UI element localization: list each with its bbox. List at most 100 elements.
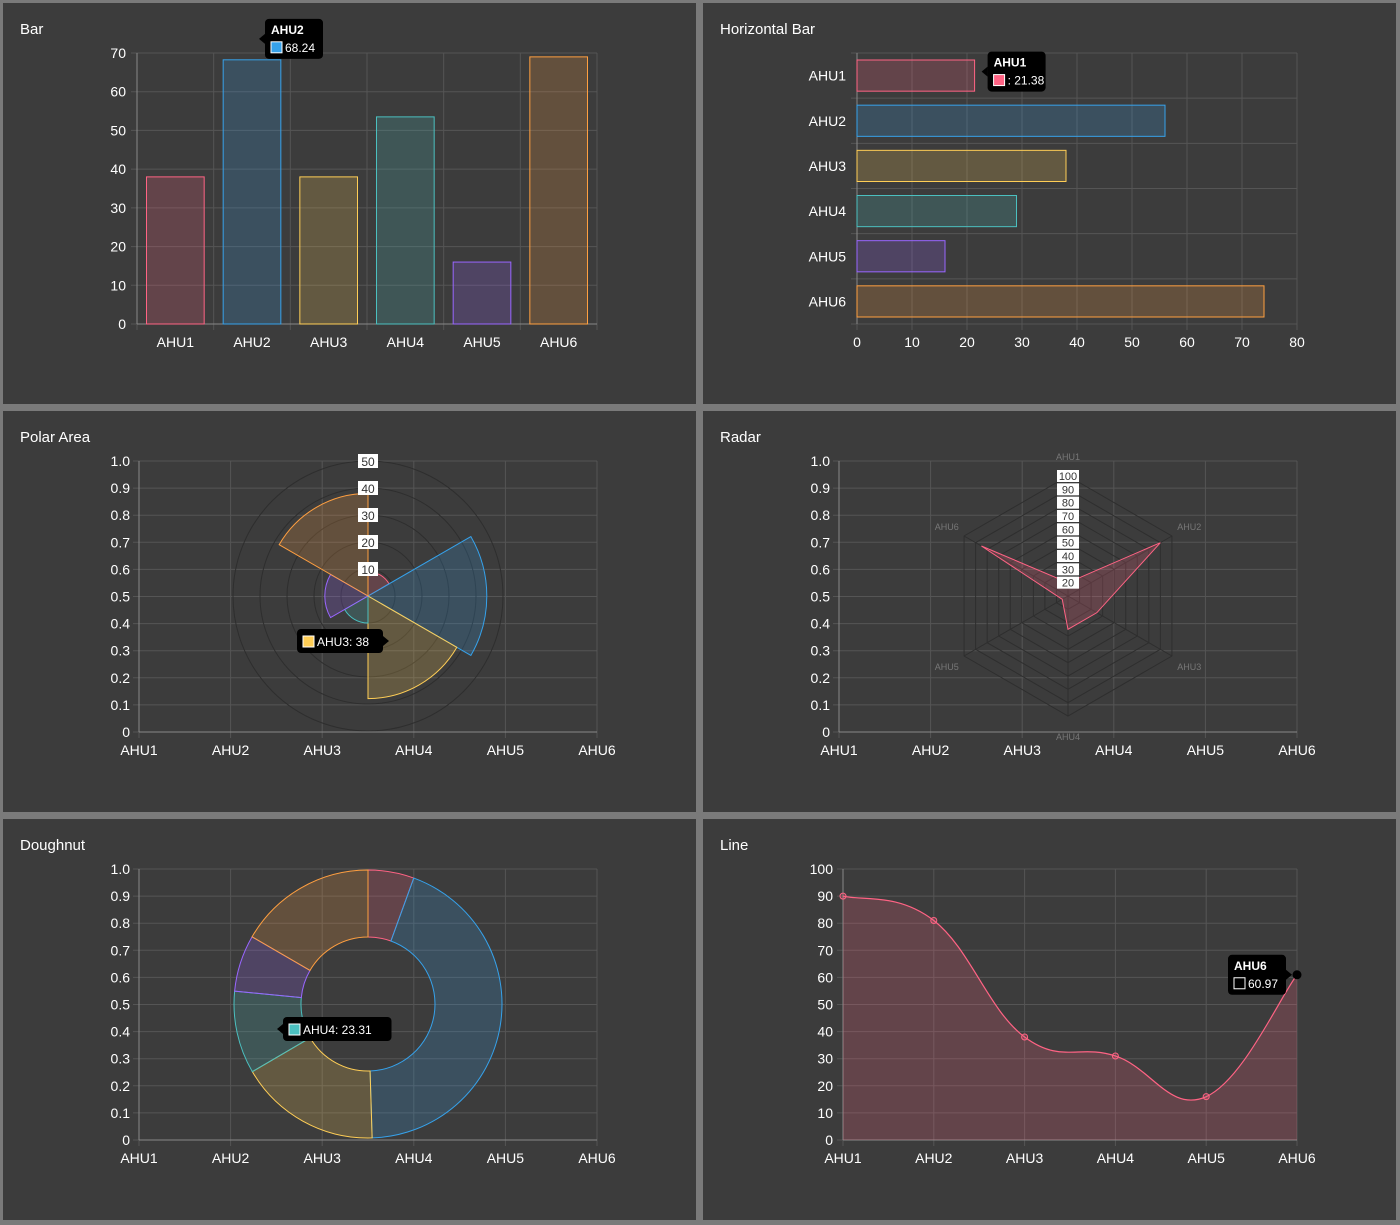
polar-rtick-backdrop [358, 535, 378, 549]
dough-xtick-label: AHU6 [578, 1150, 616, 1166]
line-series-path[interactable] [842, 895, 1298, 1101]
radar-rtick-backdrop [1057, 470, 1079, 482]
bar-ahu2[interactable] [222, 59, 282, 325]
line-point-ahu2[interactable] [930, 916, 938, 924]
hbar-ahu5[interactable] [856, 240, 946, 273]
dough-xtick-label: AHU2 [212, 1150, 250, 1166]
bar-xtick-label: AHU6 [540, 334, 578, 350]
radar-point-label: AHU6 [935, 522, 959, 532]
polar-tooltip-box [297, 629, 383, 653]
bar-ahu6[interactable] [529, 56, 588, 325]
dough-ytick-label: 0.5 [111, 997, 131, 1013]
line-point-ahu5[interactable] [1202, 1093, 1210, 1101]
polar-segment-ahu6[interactable] [278, 492, 369, 597]
bar-ahu5[interactable] [452, 261, 512, 325]
line-xtick-label: AHU2 [915, 1150, 953, 1166]
radar-ytick-label: 0.5 [811, 589, 831, 605]
bar-tooltip-label: 68.24 [285, 41, 315, 55]
polar-rtick-backdrop [358, 454, 378, 468]
polar-rtick-label: 50 [361, 455, 375, 469]
hbar-ytick-label: AHU5 [809, 248, 847, 264]
bar-xtick-label: AHU4 [387, 334, 425, 350]
polar-rtick-backdrop [358, 481, 378, 495]
polar-segment-ahu5[interactable] [324, 573, 369, 619]
line-point-ahu4[interactable] [1111, 1052, 1119, 1060]
horizontal-bar-chart[interactable]: 0 10 20 30 40 50 60 70 80 AHU1 AHU2 AHU3 AHU4 AHU5 AHU… [703, 3, 1396, 404]
polar-segment-ahu2[interactable] [366, 535, 488, 657]
polar-ytick-label: 0.4 [111, 616, 131, 632]
bar-tooltip: AHU2 68.24 [259, 18, 323, 59]
horizontal-bar-chart-panel: Horizontal Bar 0 10 20 30 40 50 60 70 80 AHU1 AHU2… [703, 3, 1396, 404]
radar-spoke [1067, 535, 1173, 597]
bar-xtick-label: AHU5 [463, 334, 501, 350]
polar-xtick-label: AHU5 [487, 742, 525, 758]
polar-area-chart-panel: Polar Area 0 0.1 0.2 0.3 0.4 0.5 0.6 0.7 0.8 0.9 1… [3, 411, 696, 812]
hbar-ahu6[interactable] [856, 285, 1265, 318]
line-xtick-label: AHU6 [1278, 1150, 1316, 1166]
radar-point-label: AHU3 [1177, 662, 1201, 672]
polar-ytick-label: 0.2 [111, 670, 131, 686]
radar-ytick-label: 0.8 [811, 507, 831, 523]
hbar-xtick-label: 60 [1179, 334, 1195, 350]
line-chart[interactable]: 0 10 20 30 40 50 60 70 80 90 100 AHU1 AHU2 AHU3 AHU4 AH… [703, 819, 1396, 1220]
radar-rtick-label: 40 [1062, 551, 1074, 563]
radar-point-label: AHU2 [1177, 522, 1201, 532]
hbar-ytick-label: AHU6 [809, 293, 847, 309]
radar-rtick-label: 100 [1059, 471, 1077, 483]
polar-rtick-label: 40 [361, 482, 375, 496]
radar-ytick-label: 0.2 [811, 670, 831, 686]
dough-ytick-label: 1.0 [111, 861, 131, 877]
hbar-xtick-label: 70 [1234, 334, 1250, 350]
radar-rtick-backdrop [1057, 523, 1079, 536]
doughnut-segment-ahu6[interactable] [251, 869, 369, 972]
bar-chart[interactable]: 0 10 20 30 40 50 60 70 AHU1 AHU2 AHU3 AHU4 AHU5 AHU6 A… [3, 3, 696, 404]
radar-spoke [963, 595, 1069, 657]
hbar-ahu2[interactable] [856, 104, 1166, 137]
line-tooltip-label: 60.97 [1248, 977, 1278, 991]
radar-ytick-label: 0 [822, 724, 830, 740]
hbar-ahu4[interactable] [856, 195, 1017, 228]
line-point-ahu1[interactable] [839, 892, 847, 900]
polar-rtick-backdrop [358, 562, 378, 576]
polar-ytick-label: 0.6 [111, 561, 131, 577]
line-ytick-label: 20 [817, 1078, 833, 1094]
line-point-ahu3[interactable] [1021, 1033, 1029, 1041]
polar-tooltip-caret [383, 636, 389, 646]
polar-xtick-label: AHU4 [395, 742, 433, 758]
polar-rtick-label: 30 [361, 509, 375, 523]
bar-ytick-label: 70 [110, 45, 126, 61]
hbar-tooltip: AHU1: 21.38 [981, 51, 1046, 92]
line-xtick-label: AHU5 [1188, 1150, 1226, 1166]
bar-ytick-label: 50 [110, 122, 126, 138]
radar-rtick-label: 80 [1062, 498, 1074, 510]
radar-chart[interactable]: 0 0.1 0.2 0.3 0.4 0.5 0.6 0.7 0.8 0.9 1.0 AHU1 AHU2 A… [703, 411, 1396, 812]
line-point-ahu6[interactable] [1292, 970, 1302, 980]
doughnut-segment-ahu2[interactable] [369, 877, 503, 1139]
line-ytick-label: 90 [817, 888, 833, 904]
hbar-xtick-label: 10 [904, 334, 920, 350]
polar-ytick-label: 0.1 [111, 697, 131, 713]
polar-ytick-label: 0.3 [111, 643, 131, 659]
polar-ytick-label: 0 [122, 724, 130, 740]
dough-tooltip-caret [277, 1024, 283, 1034]
line-xtick-label: AHU3 [1006, 1150, 1044, 1166]
radar-rtick-label: 20 [1062, 578, 1074, 590]
line-chart-panel: Line 0 10 20 30 40 50 60 70 80 90 100 AHU1 AHU2 AHU3 A… [703, 819, 1396, 1220]
hbar-ahu3[interactable] [856, 149, 1067, 182]
polar-segment-ahu3[interactable] [367, 595, 458, 700]
polar-area-chart[interactable]: 0 0.1 0.2 0.3 0.4 0.5 0.6 0.7 0.8 0.9 1.0 AHU1 AHU2 A… [3, 411, 696, 812]
bar-tooltip-title: AHU2 [271, 23, 304, 37]
bar-ahu4[interactable] [376, 116, 435, 325]
polar-tooltip-label: AHU3: 38 [317, 635, 369, 649]
line-tooltip-title: AHU6 [1234, 959, 1267, 973]
hbar-ytick-label: AHU3 [809, 158, 847, 174]
radar-point-label: AHU5 [935, 662, 959, 672]
hbar-tooltip-title: AHU1 [994, 56, 1027, 70]
line-tooltip: AHU6 60.97 [1228, 954, 1292, 995]
radar-spoke [1067, 595, 1173, 657]
doughnut-chart[interactable]: 0 0.1 0.2 0.3 0.4 0.5 0.6 0.7 0.8 0.9 1.0 AHU1 AHU2 A… [3, 819, 696, 1220]
radar-xtick-label: AHU4 [1095, 742, 1133, 758]
bar-ahu1[interactable] [146, 176, 205, 325]
bar-ahu3[interactable] [299, 176, 359, 325]
hbar-ahu1[interactable] [856, 59, 976, 92]
